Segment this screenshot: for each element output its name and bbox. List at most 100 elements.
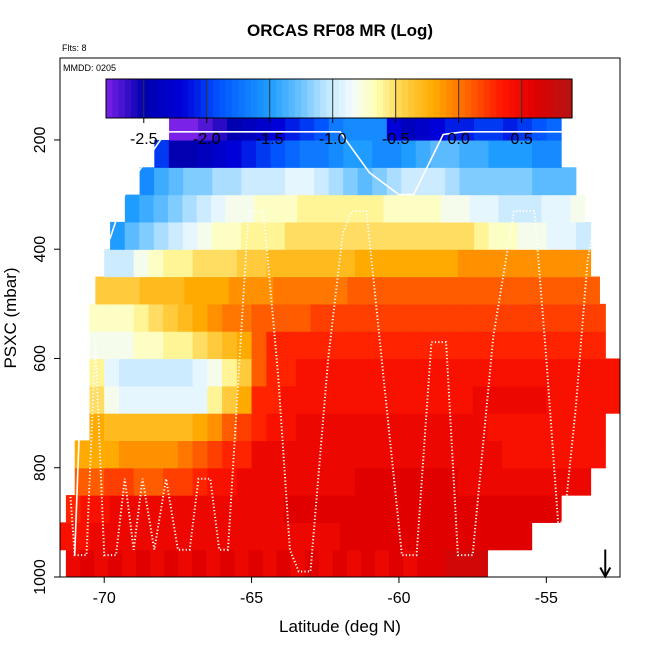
heatmap-cell <box>590 358 606 387</box>
heatmap-cell <box>354 385 371 414</box>
heatmap-cell <box>354 440 371 469</box>
heatmap-cell <box>192 440 208 469</box>
heatmap-cell <box>212 139 228 168</box>
heatmap-cell <box>415 495 431 523</box>
heatmap-cell <box>273 276 289 305</box>
colorbar-segment <box>225 79 233 118</box>
heatmap-cell <box>256 139 272 168</box>
heatmap-cell <box>184 276 200 305</box>
heatmap-cell <box>546 118 562 141</box>
heatmap-cell <box>354 467 371 496</box>
heatmap-cell <box>89 331 105 360</box>
heatmap-cell <box>389 549 404 577</box>
heatmap-cell <box>527 194 543 223</box>
heatmap-cell <box>299 167 315 196</box>
y-tick-label: 400 <box>32 236 49 263</box>
colorbar-segment <box>490 79 498 118</box>
heatmap-cell <box>207 467 223 496</box>
heatmap-cell <box>270 221 286 250</box>
heatmap-cell <box>295 522 312 551</box>
heatmap-cell <box>554 276 571 305</box>
heatmap-cell <box>531 467 547 496</box>
heatmap-cell <box>104 522 120 551</box>
heatmap-cell <box>192 549 207 577</box>
heatmap-cell <box>243 276 260 305</box>
heatmap-cell <box>317 276 334 305</box>
heatmap-cell <box>222 440 238 469</box>
heatmap-cell <box>413 440 430 469</box>
heatmap-cell <box>343 221 359 250</box>
heatmap-cell <box>169 118 185 141</box>
heatmap-cell <box>502 467 518 496</box>
heatmap-cell <box>148 467 164 496</box>
heatmap-cell <box>251 440 267 469</box>
heatmap-cell <box>207 331 223 360</box>
heatmap-cell <box>268 194 284 223</box>
heatmap-cell <box>369 413 385 442</box>
heatmap-cell <box>575 413 592 442</box>
colorbar-segment <box>168 79 176 118</box>
heatmap-cell <box>212 167 228 196</box>
heatmap-cell <box>398 331 415 360</box>
colorbar-segment <box>231 79 239 118</box>
heatmap-cell <box>457 303 474 332</box>
colorbar-segment <box>345 79 353 118</box>
flight-track-solid <box>73 131 607 556</box>
colorbar-ticks: -2.5 -2.0 -1.5 -1.0 -0.5 0.0 0.5 <box>105 78 573 148</box>
heatmap-cell <box>118 385 135 414</box>
heatmap-cell <box>503 167 519 196</box>
heatmap-cell <box>236 413 253 442</box>
colorbar-segment <box>408 79 416 118</box>
heatmap-cell <box>282 194 298 223</box>
heatmap-cell <box>472 440 488 469</box>
heatmap-cell <box>398 522 415 551</box>
heatmap-cell <box>472 249 488 278</box>
heatmap-cell <box>357 221 373 250</box>
heatmap-cell <box>398 413 415 442</box>
heatmap-cell <box>164 549 179 577</box>
heatmap-cell <box>412 194 428 223</box>
heatmap-cell <box>516 385 533 414</box>
heatmap-cell <box>369 385 385 414</box>
heatmap-cell <box>531 358 547 387</box>
heatmap-cell <box>314 139 330 168</box>
heatmap-cell <box>357 495 373 523</box>
heatmap-cell <box>125 276 141 305</box>
heatmap-cell <box>546 167 562 196</box>
heatmap-cell <box>590 440 606 469</box>
heatmap-cell <box>413 249 430 278</box>
heatmap-cell <box>374 549 390 577</box>
heatmap-cell <box>512 194 528 223</box>
colorbar-segment <box>534 79 542 118</box>
heatmap-cell <box>369 249 385 278</box>
heatmap-cell <box>516 467 533 496</box>
heatmap-cell <box>561 167 577 196</box>
heatmap-cell <box>222 467 238 496</box>
colorbar-tick-label: 0.0 <box>448 131 470 148</box>
heatmap-cell <box>413 522 430 551</box>
heatmap-cell <box>502 495 518 523</box>
heatmap-cell <box>340 413 356 442</box>
heatmap-cell <box>199 276 215 305</box>
heatmap-cell <box>517 221 533 250</box>
heatmap-cell <box>384 413 400 442</box>
heatmap-cell <box>104 385 120 414</box>
heatmap-cell <box>192 249 208 278</box>
heatmap-cell <box>163 303 179 332</box>
colorbar-segment <box>370 79 378 118</box>
colorbar-segment <box>364 79 372 118</box>
heatmap-cell <box>487 413 503 442</box>
heatmap-cell <box>310 331 326 360</box>
heatmap-cell <box>342 495 358 523</box>
heatmap-cell <box>546 303 562 332</box>
heatmap-cell <box>340 440 356 469</box>
heatmap-cell <box>89 522 105 551</box>
heatmap-cell <box>118 303 135 332</box>
heatmap-cell <box>168 167 184 196</box>
heatmap-cell <box>369 194 385 223</box>
colorbar-segment <box>496 79 504 118</box>
heatmap-cell <box>383 194 399 223</box>
heatmap-cell <box>248 549 264 577</box>
heatmap-cell <box>163 413 179 442</box>
heatmap-cell <box>167 194 183 223</box>
